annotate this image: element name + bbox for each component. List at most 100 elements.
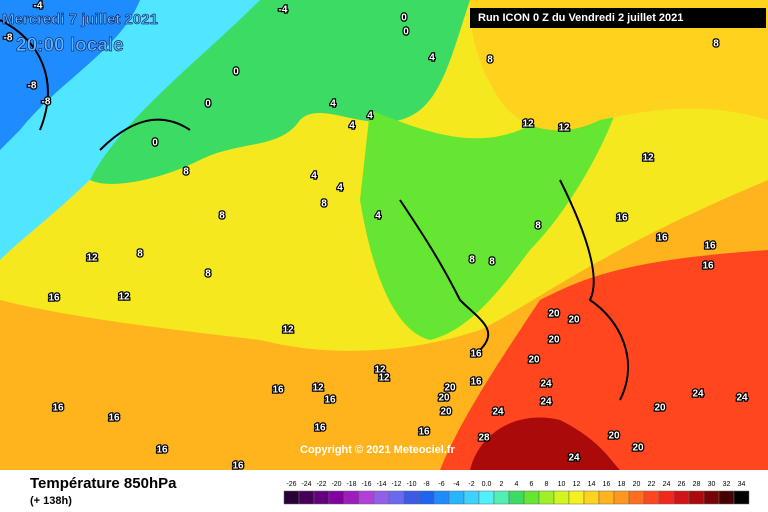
contour-label: 16 bbox=[616, 213, 628, 224]
local-time: 20:00 locale bbox=[16, 35, 124, 56]
contour-label: 8 bbox=[535, 221, 541, 232]
contour-label: 4 bbox=[337, 183, 343, 194]
scale-swatch bbox=[688, 490, 705, 505]
scale-label: 32 bbox=[723, 481, 731, 488]
contour-label: 20 bbox=[548, 335, 560, 346]
contour-label: -4 bbox=[279, 5, 288, 16]
scale-swatch bbox=[313, 490, 330, 505]
scale-swatch bbox=[718, 490, 735, 505]
contour-label: 20 bbox=[568, 315, 580, 326]
scale-label: 10 bbox=[558, 481, 566, 488]
colder-region bbox=[0, 0, 140, 150]
scale-label: 14 bbox=[588, 481, 596, 488]
scale-swatch bbox=[403, 490, 420, 505]
scale-label: 12 bbox=[573, 481, 581, 488]
scale-label: 20 bbox=[633, 481, 641, 488]
scale-swatch bbox=[373, 490, 390, 505]
contour-label: 20 bbox=[654, 403, 666, 414]
color-scale: -26 -24 -22 -20 -18 -16 -14 -12 -10 -8 -6 -4 -2 0.0 2 4… bbox=[283, 481, 750, 505]
scale-label: 6 bbox=[530, 481, 534, 488]
contour-label: -8 bbox=[4, 33, 13, 44]
contour-label: 16 bbox=[48, 293, 60, 304]
contour-label: 4 bbox=[311, 171, 317, 182]
scale-label: 8 bbox=[545, 481, 549, 488]
contour-label: 8 bbox=[321, 199, 327, 210]
scale-label: -6 bbox=[438, 481, 444, 488]
scale-swatch bbox=[448, 490, 465, 505]
contour-label: 24 bbox=[540, 379, 552, 390]
valid-time: Mercredi 7 juillet 2021 bbox=[2, 11, 158, 28]
contour-label: -4 bbox=[34, 1, 43, 12]
scale-label: 30 bbox=[708, 481, 716, 488]
contour-label: 16 bbox=[418, 427, 430, 438]
scale-swatch bbox=[433, 490, 450, 505]
scale-label: -12 bbox=[391, 481, 401, 488]
contour-label: 8 bbox=[205, 269, 211, 280]
contour-label: 24 bbox=[692, 389, 704, 400]
contour-label: 20 bbox=[608, 431, 620, 442]
scale-swatch bbox=[583, 490, 600, 505]
scale-label: -18 bbox=[346, 481, 356, 488]
scale-label: -22 bbox=[316, 481, 326, 488]
scale-swatch bbox=[568, 490, 585, 505]
scale-swatch bbox=[598, 490, 615, 505]
contour-label: -8 bbox=[28, 81, 37, 92]
scale-label: -10 bbox=[406, 481, 416, 488]
contour-label: 8 bbox=[469, 255, 475, 266]
contour-label: 12 bbox=[558, 123, 570, 134]
contour-label: 8 bbox=[183, 167, 189, 178]
contour-label: 16 bbox=[314, 423, 326, 434]
contour-label: 12 bbox=[522, 119, 534, 130]
scale-label: -24 bbox=[301, 481, 311, 488]
contour-label: 20 bbox=[438, 393, 450, 404]
contour-label: 12 bbox=[312, 383, 324, 394]
contour-label: 24 bbox=[492, 407, 504, 418]
contour-label: 0 bbox=[401, 13, 407, 24]
contour-label: 24 bbox=[736, 393, 748, 404]
lead-time: (+ 138h) bbox=[30, 495, 72, 507]
scale-label: -8 bbox=[423, 481, 429, 488]
run-box bbox=[470, 8, 766, 28]
scale-label: 18 bbox=[618, 481, 626, 488]
contour-label: 0 bbox=[403, 27, 409, 38]
contour-label: 16 bbox=[702, 261, 714, 272]
contour-label: 4 bbox=[367, 111, 373, 122]
coastline bbox=[0, 19, 629, 401]
scale-label: -20 bbox=[331, 481, 341, 488]
contour-label: 16 bbox=[156, 445, 168, 456]
scale-label: -4 bbox=[453, 481, 459, 488]
scale-swatch bbox=[628, 490, 645, 505]
contour-label: 20 bbox=[444, 383, 456, 394]
scale-label: 24 bbox=[663, 481, 671, 488]
contour-label: 24 bbox=[540, 397, 552, 408]
scale-swatch bbox=[733, 490, 750, 505]
contour-label: 8 bbox=[219, 211, 225, 222]
scale-swatch bbox=[298, 490, 315, 505]
scale-swatch bbox=[463, 490, 480, 505]
contour-label: 16 bbox=[704, 241, 716, 252]
scale-swatch bbox=[493, 490, 510, 505]
contour-label: 16 bbox=[470, 377, 482, 388]
scale-swatch bbox=[358, 490, 375, 505]
scale-label: 2 bbox=[500, 481, 504, 488]
scale-swatch bbox=[328, 490, 345, 505]
contour-label: 12 bbox=[374, 365, 386, 376]
scale-swatch bbox=[703, 490, 720, 505]
contour-label: 0 bbox=[233, 67, 239, 78]
warm-north bbox=[470, 0, 768, 131]
scale-swatch bbox=[343, 490, 360, 505]
contour-label: 0 bbox=[152, 138, 158, 149]
copyright: Copyright © 2021 Meteociel.fr bbox=[300, 444, 456, 456]
cool-region bbox=[90, 0, 470, 184]
contour-label: 4 bbox=[349, 121, 355, 132]
scale-swatch bbox=[418, 490, 435, 505]
contour-label: 8 bbox=[713, 39, 719, 50]
scale-swatch bbox=[478, 490, 495, 505]
contour-label: 8 bbox=[489, 257, 495, 268]
contour-label: 20 bbox=[548, 309, 560, 320]
scale-swatch bbox=[553, 490, 570, 505]
scale-label: 28 bbox=[693, 481, 701, 488]
scale-swatch bbox=[508, 490, 525, 505]
